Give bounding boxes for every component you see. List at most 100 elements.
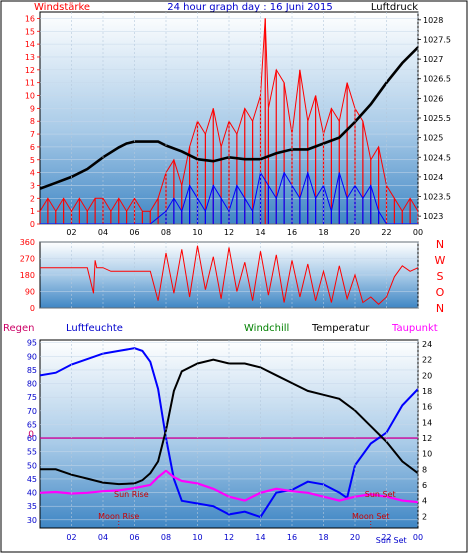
y-tick-label: 3 bbox=[30, 181, 35, 190]
y-tick-label: 270 bbox=[20, 255, 35, 264]
y-tick-label: 360 bbox=[20, 238, 35, 247]
x-tick-label: 04 bbox=[98, 533, 108, 542]
x-tick-label: 22 bbox=[381, 228, 391, 237]
compass-label: W bbox=[435, 254, 446, 267]
series-pressure bbox=[40, 46, 418, 190]
x-tick-label: 22 bbox=[381, 533, 391, 542]
series-gust bbox=[40, 18, 418, 213]
y-tick-label: 30 bbox=[27, 516, 37, 525]
y-tick-label: 13 bbox=[25, 53, 35, 62]
series-humidity bbox=[40, 347, 418, 519]
x-tick-label: 00 bbox=[413, 228, 423, 237]
axis-x-hours: 02 04 06 08 10 12 14 16 18 20 22 00 bbox=[66, 12, 423, 237]
y-tick-label: 7 bbox=[30, 130, 35, 139]
axis-left-degrees: 0 90 180 270 360 bbox=[20, 238, 35, 313]
label-temperatur: Temperatur bbox=[311, 323, 370, 334]
y-tick-label: 65 bbox=[27, 420, 37, 429]
y-tick-label: 45 bbox=[27, 475, 37, 484]
series-wind-direction bbox=[40, 245, 418, 305]
y2-tick-label: 1025 bbox=[423, 134, 443, 143]
annotation-label: Moon Rise bbox=[98, 512, 139, 521]
y2-tick-label: 18 bbox=[422, 387, 432, 396]
x-tick-label: 02 bbox=[66, 228, 76, 237]
x-tick-label: 14 bbox=[255, 228, 265, 237]
label-regen: Regen bbox=[3, 323, 35, 334]
y2-tick-label: 1023 bbox=[423, 212, 443, 221]
y-tick-label: 85 bbox=[27, 366, 37, 375]
x-tick-label: 16 bbox=[287, 533, 297, 542]
y-tick-label: 70 bbox=[27, 407, 37, 416]
y2-tick-label: 1027 bbox=[423, 55, 443, 64]
y-tick-label: 0 bbox=[30, 220, 35, 229]
x-tick-label: 06 bbox=[129, 228, 139, 237]
series-temperature bbox=[40, 347, 418, 519]
y2-tick-label: 22 bbox=[422, 356, 432, 365]
y2-tick-label: 4 bbox=[422, 497, 427, 506]
y-tick-label: 11 bbox=[25, 79, 35, 88]
left-axis-title: Windstärke bbox=[34, 2, 90, 13]
axis-x-hours-bottom: 02 04 06 08 10 12 14 16 18 20 22 00 bbox=[66, 340, 423, 542]
annotation-label: Sun Rise bbox=[114, 490, 149, 499]
x-tick-label: 16 bbox=[287, 228, 297, 237]
y-tick-label: 40 bbox=[27, 489, 37, 498]
y2-tick-label: 6 bbox=[422, 481, 427, 490]
x-tick-label: 04 bbox=[98, 228, 108, 237]
y-tick-label: 75 bbox=[27, 393, 37, 402]
x-tick-label: 06 bbox=[129, 533, 139, 542]
label-windchill: Windchill bbox=[244, 323, 289, 334]
x-tick-label: 18 bbox=[318, 228, 328, 237]
y-tick-label: 15 bbox=[25, 27, 35, 36]
y-tick-label: 16 bbox=[25, 14, 35, 23]
y-tick-label: 4 bbox=[30, 169, 35, 178]
y-tick-label: 1 bbox=[30, 207, 35, 216]
compass-label: N bbox=[436, 238, 444, 251]
y-tick-label: 80 bbox=[27, 380, 37, 389]
y2-tick-label: 16 bbox=[422, 403, 432, 412]
compass-label: N bbox=[436, 302, 444, 315]
axis-right-luftdruck: 1023 1023.5 1024 1024.5 1025 1025.5 1026 1026.5… bbox=[418, 16, 451, 221]
y2-tick-label: 1028 bbox=[423, 16, 443, 25]
y-tick-label: 95 bbox=[27, 339, 37, 348]
y-tick-label: 180 bbox=[20, 271, 35, 280]
y2-tick-label: 24 bbox=[422, 340, 432, 349]
x-tick-label: 18 bbox=[318, 533, 328, 542]
x-tick-label: 10 bbox=[192, 228, 202, 237]
label-luftfeuchte: Luftfeuchte bbox=[66, 323, 123, 334]
y2-tick-label: 10 bbox=[422, 450, 432, 459]
y-tick-label: 12 bbox=[25, 66, 35, 75]
series-temperature bbox=[40, 358, 418, 486]
x-tick-label: 08 bbox=[161, 228, 171, 237]
y-tick-label: 55 bbox=[27, 448, 37, 457]
y-tick-label: 14 bbox=[25, 40, 35, 49]
x-tick-label: 08 bbox=[161, 533, 171, 542]
y-tick-label: 0 bbox=[30, 304, 35, 313]
chart-title: 24 hour graph day : 16 Juni 2015 bbox=[167, 2, 333, 13]
y-tick-label: 9 bbox=[30, 104, 35, 113]
x-tick-label: 02 bbox=[66, 533, 76, 542]
y-tick-label: 90 bbox=[27, 352, 37, 361]
y-tick-label: 2 bbox=[30, 194, 35, 203]
annotation-label: Sun Set bbox=[376, 536, 407, 545]
right-axis-title: Luftdruck bbox=[371, 2, 418, 13]
y2-tick-label: 14 bbox=[422, 418, 432, 427]
x-tick-label: 12 bbox=[224, 533, 234, 542]
y2-tick-label: 12 bbox=[422, 434, 432, 443]
y2-tick-label: 1025.5 bbox=[423, 114, 451, 123]
y2-tick-label: 1024 bbox=[423, 173, 443, 182]
sun-moon-annotations: Sun Rise Moon Rise Sun Set Moon Set Sun Set bbox=[98, 490, 407, 545]
series-dewpoint bbox=[40, 469, 418, 504]
annotation-label: Sun Set bbox=[365, 490, 396, 499]
x-tick-label: 10 bbox=[192, 533, 202, 542]
y-tick-label: 10 bbox=[25, 92, 35, 101]
rain-zero-label: 0 bbox=[28, 430, 34, 440]
y2-tick-label: 1023.5 bbox=[423, 193, 451, 202]
axis-left-humidity: 30 35 40 45 50 55 60 65 70 75 80 85 90 95 bbox=[27, 339, 37, 525]
label-taupunkt: Taupunkt bbox=[391, 323, 438, 334]
y-tick-label: 8 bbox=[30, 117, 35, 126]
x-tick-label: 00 bbox=[413, 533, 423, 542]
series-direction bbox=[40, 245, 418, 305]
y-tick-label: 60 bbox=[27, 434, 37, 443]
